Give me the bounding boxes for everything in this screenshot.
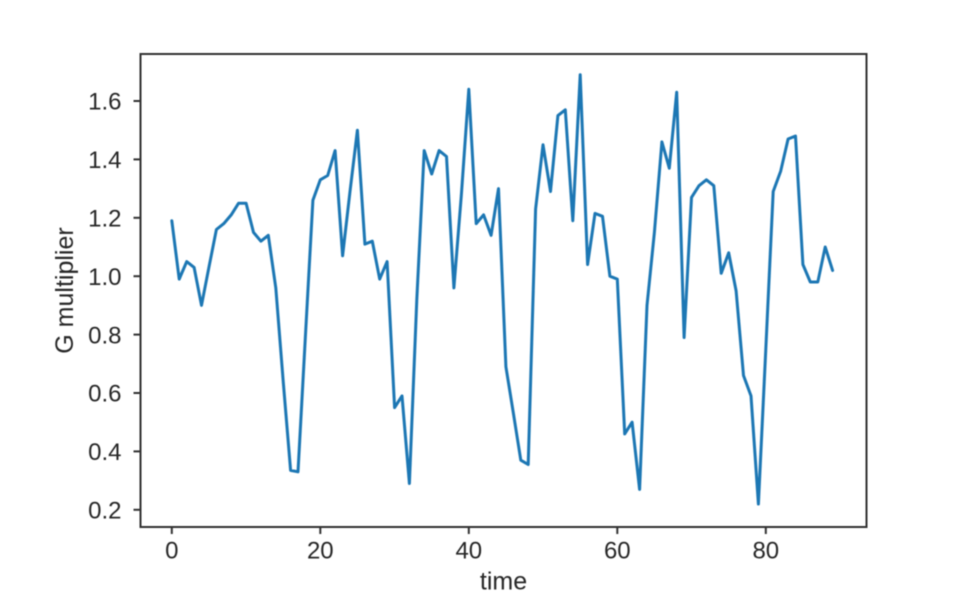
svg-text:0.8: 0.8 bbox=[88, 322, 121, 349]
svg-text:1.6: 1.6 bbox=[88, 89, 121, 116]
svg-text:0.6: 0.6 bbox=[88, 381, 121, 408]
svg-text:G multiplier: G multiplier bbox=[51, 227, 79, 353]
svg-text:1.4: 1.4 bbox=[88, 147, 121, 174]
svg-text:60: 60 bbox=[604, 538, 631, 565]
svg-text:0.2: 0.2 bbox=[88, 498, 121, 525]
svg-text:0.4: 0.4 bbox=[88, 439, 121, 466]
svg-text:20: 20 bbox=[307, 538, 334, 565]
svg-text:time: time bbox=[480, 568, 527, 596]
svg-text:40: 40 bbox=[455, 538, 482, 565]
svg-text:0: 0 bbox=[165, 538, 178, 565]
svg-text:80: 80 bbox=[752, 538, 779, 565]
svg-text:1.0: 1.0 bbox=[88, 264, 121, 291]
svg-text:1.2: 1.2 bbox=[88, 206, 121, 233]
